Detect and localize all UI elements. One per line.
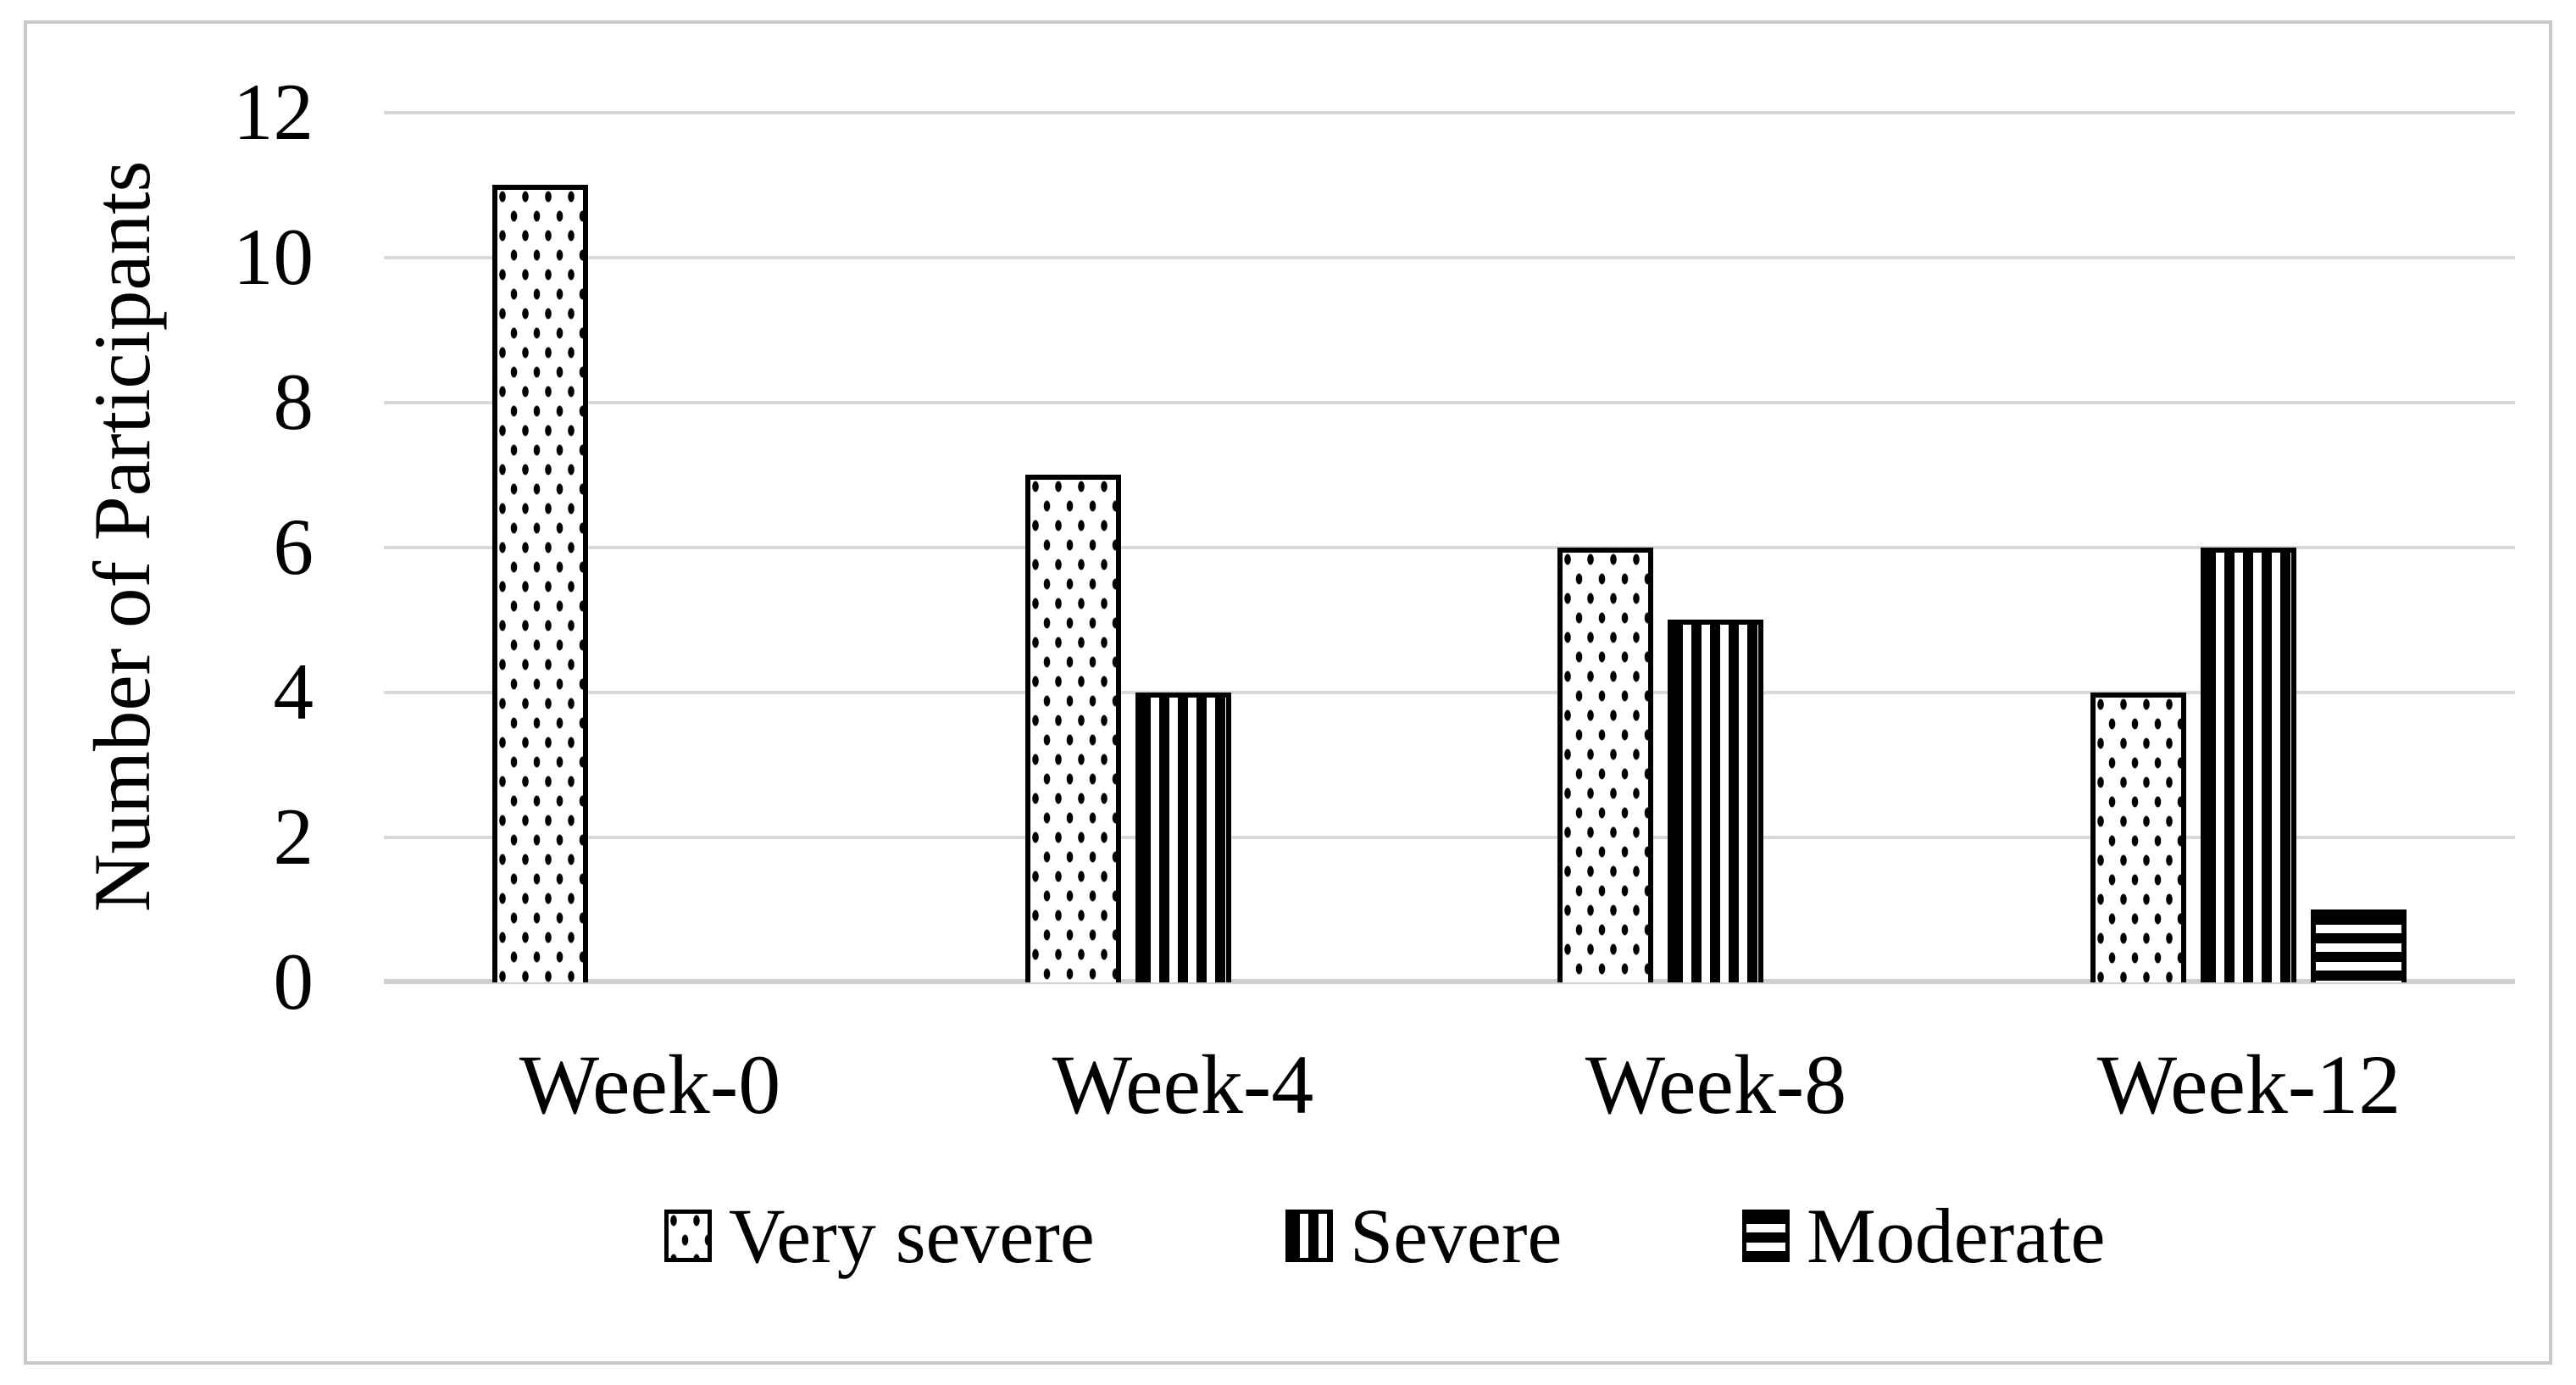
bar-moderate-week-12 [2311,909,2407,982]
plot-area [384,111,2515,984]
bar-very-severe-week-8 [1557,548,1653,982]
legend-item-moderate: Moderate [1742,1193,2106,1278]
legend-item-severe: Severe [1285,1193,1562,1278]
y-tick-label: 6 [273,502,314,592]
legend-label: Very severe [729,1193,1095,1279]
x-tick-label: Week-8 [1585,1037,1847,1132]
gridline [384,836,2515,839]
x-tick-label: Week-4 [1052,1037,1314,1132]
legend: Very severe Severe Moderate [0,1193,2576,1278]
x-tick-label: Week-0 [519,1037,781,1132]
bar-severe-week-8 [1668,620,1763,982]
y-tick-label: 8 [273,357,314,447]
legend-item-very-severe: Very severe [664,1193,1095,1278]
y-tick-label: 12 [233,67,314,157]
bar-very-severe-week-4 [1025,475,1121,982]
bar-severe-week-12 [2201,548,2296,982]
bar-very-severe-week-12 [2090,692,2186,982]
gridline [384,256,2515,259]
y-tick-label: 2 [273,792,314,882]
bar-severe-week-4 [1135,692,1231,982]
legend-swatch-very-severe [664,1210,712,1262]
x-tick-label: Week-12 [2096,1037,2401,1132]
y-tick-label: 10 [233,212,314,302]
y-tick-label: 4 [273,647,314,737]
gridline [384,691,2515,694]
bar-very-severe-week-0 [492,185,588,982]
legend-label: Moderate [1807,1193,2106,1279]
gridline [384,401,2515,404]
gridline [384,111,2515,114]
legend-label: Severe [1350,1193,1563,1279]
gridline [384,546,2515,549]
legend-swatch-severe [1285,1210,1333,1262]
legend-swatch-moderate [1742,1210,1790,1262]
axis-baseline [384,979,2515,984]
y-tick-label: 0 [273,937,314,1026]
